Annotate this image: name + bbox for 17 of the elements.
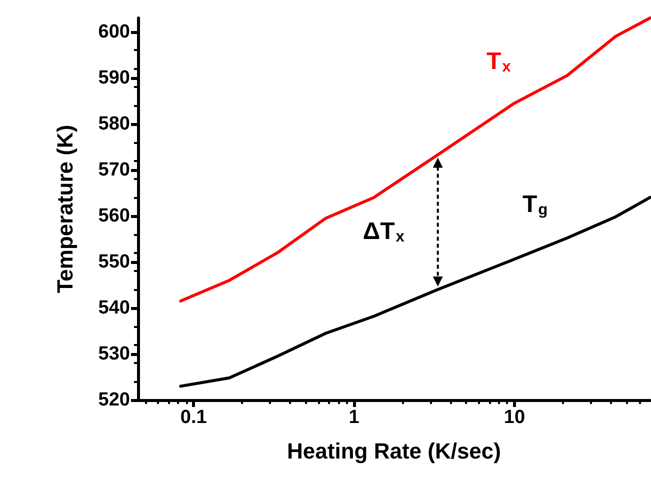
y-tick-label: 560 — [98, 205, 130, 226]
y-tick-label: 600 — [98, 21, 130, 42]
series-label: Tx — [486, 48, 512, 76]
series-label: Tg — [522, 191, 548, 218]
x-tick-label: 10 — [504, 407, 526, 428]
y-tick-label: 530 — [98, 343, 130, 364]
y-tick-label: 580 — [98, 113, 130, 134]
y-tick-label: 570 — [98, 159, 130, 180]
y-tick-label: 520 — [98, 390, 130, 410]
y-axis-title: Temperature (K) — [52, 124, 78, 294]
y-tick-label: 550 — [98, 251, 130, 272]
x-tick-label: 0.1 — [180, 407, 208, 428]
annotation: ΔTx — [362, 218, 405, 246]
x-tick-label: 1 — [348, 407, 360, 428]
x-axis-title: Heating Rate (K/sec) — [287, 438, 501, 464]
y-tick-label: 590 — [98, 67, 130, 88]
y-tick-label: 540 — [98, 297, 130, 318]
